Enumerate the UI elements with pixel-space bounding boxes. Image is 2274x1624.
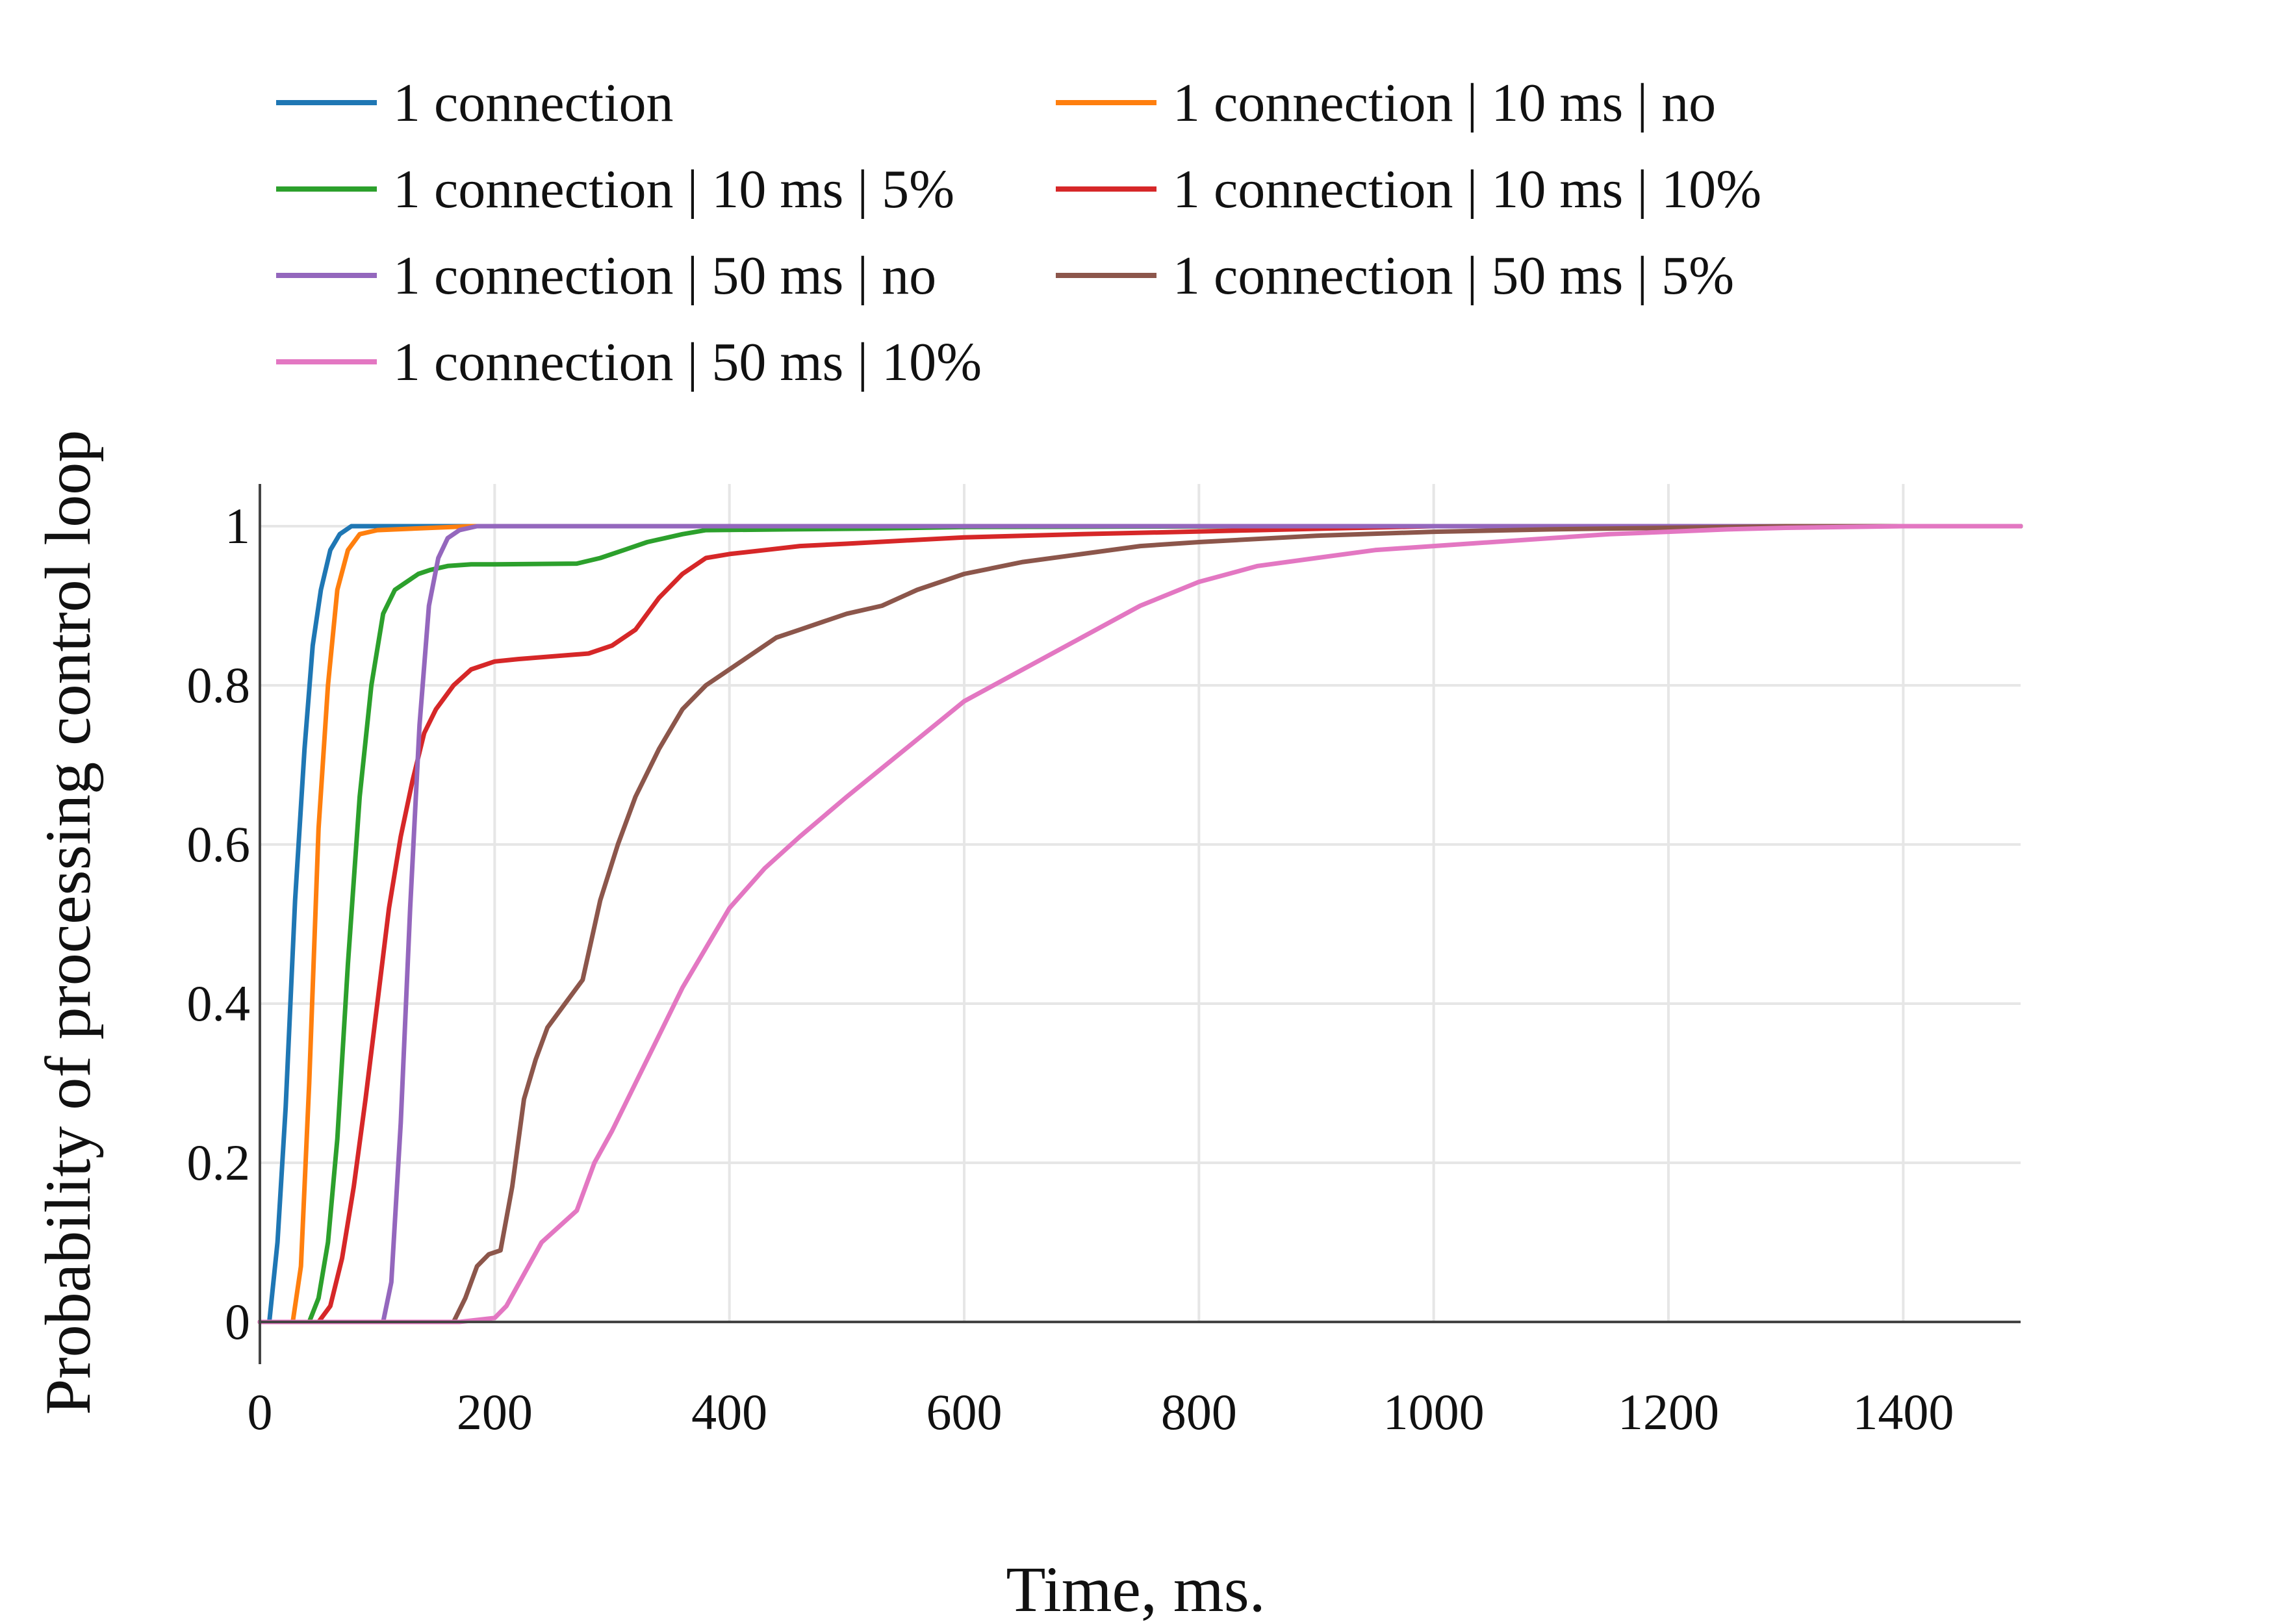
grid-lines [260, 484, 2021, 1322]
x-axis-title: Time, ms. [1006, 1553, 1265, 1624]
x-tick-label-400: 400 [691, 1384, 767, 1440]
legend-item-3: 1 connection | 10 ms | 5% [276, 159, 954, 220]
series-lines [257, 524, 2023, 1325]
legend-item-4: 1 connection | 10 ms | 10% [1056, 159, 1761, 220]
x-tick-label-0: 0 [248, 1384, 273, 1440]
legend-item-7: 1 connection | 50 ms | 10% [276, 332, 982, 392]
series-line-1 [257, 524, 2023, 1325]
x-tick-label-1400: 1400 [1852, 1384, 1954, 1440]
series-line-6 [257, 524, 2023, 1325]
legend-label-7: 1 connection | 50 ms | 10% [393, 332, 982, 392]
legend-label-5: 1 connection | 50 ms | no [393, 246, 936, 306]
y-tick-label-0.6: 0.6 [187, 816, 251, 872]
x-tick-label-800: 800 [1161, 1384, 1237, 1440]
series-line-2 [257, 524, 2023, 1325]
y-tick-labels: 0 0.2 0.4 0.6 0.8 1 [187, 498, 251, 1350]
y-tick-label-0.4: 0.4 [187, 975, 251, 1032]
legend-label-6: 1 connection | 50 ms | 5% [1173, 246, 1734, 306]
series-line-5 [257, 524, 2023, 1325]
series-line-4 [257, 524, 2023, 1325]
y-tick-label-0.8: 0.8 [187, 657, 251, 713]
legend-label-2: 1 connection | 10 ms | no [1173, 73, 1716, 133]
legend-label-1: 1 connection [393, 73, 674, 133]
legend-label-3: 1 connection | 10 ms | 5% [393, 159, 954, 220]
y-tick-label-1: 1 [225, 498, 250, 554]
legend-item-1: 1 connection [276, 73, 674, 133]
x-tick-label-1200: 1200 [1618, 1384, 1719, 1440]
y-tick-label-0: 0 [225, 1293, 250, 1350]
x-tick-label-1000: 1000 [1383, 1384, 1485, 1440]
series-line-3 [257, 524, 2023, 1325]
axes [259, 484, 2021, 1364]
legend-item-5: 1 connection | 50 ms | no [276, 246, 936, 306]
y-tick-label-0.2: 0.2 [187, 1134, 251, 1191]
y-axis-title: Probability of processing control loop [32, 430, 104, 1415]
x-tick-label-200: 200 [457, 1384, 533, 1440]
x-tick-labels: 0 200 400 600 800 1000 1200 1400 [248, 1384, 1954, 1440]
legend-item-6: 1 connection | 50 ms | 5% [1056, 246, 1734, 306]
legend-item-2: 1 connection | 10 ms | no [1056, 73, 1716, 133]
x-tick-label-600: 600 [926, 1384, 1003, 1440]
legend-label-4: 1 connection | 10 ms | 10% [1173, 159, 1761, 220]
legend: 1 connection 1 connection | 10 ms | no 1 c… [276, 73, 1761, 392]
series-line-7 [257, 524, 2023, 1325]
